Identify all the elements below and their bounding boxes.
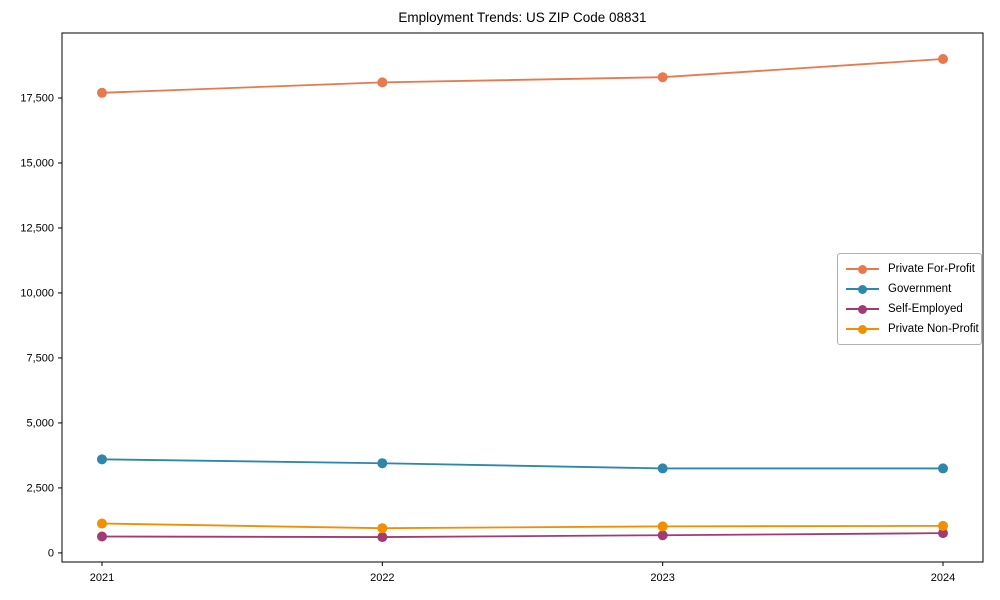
series-point-self-employed: [657, 530, 668, 541]
legend-line-marker-icon: [846, 264, 879, 275]
plot-border: [61, 32, 984, 563]
legend-item-private-non-profit: Private Non-Profit: [846, 319, 979, 339]
legend-item-government: Government: [846, 279, 973, 299]
legend: Private For-Profit Government Self-Emplo…: [837, 253, 982, 345]
y-tick-label: 2,500: [26, 482, 54, 494]
series-point-private-non-profit: [377, 523, 388, 534]
legend-line-marker-icon: [846, 304, 879, 315]
legend-label: Private Non-Profit: [888, 323, 979, 335]
series-line-government: [101, 458, 943, 470]
y-tick-label: 12,500: [20, 222, 54, 234]
series-point-private-non-profit: [97, 518, 107, 529]
legend-line-marker-icon: [846, 324, 879, 335]
series-point-private-for-profit: [657, 72, 668, 83]
series-point-government: [657, 463, 668, 474]
y-tick-label: 0: [48, 547, 54, 559]
series-line-self-employed: [101, 532, 944, 538]
legend-item-private-for-profit: Private For-Profit: [846, 259, 975, 279]
series-point-self-employed: [97, 531, 107, 542]
legend-item-self-employed: Self-Employed: [846, 299, 973, 319]
x-tick-label: 2024: [931, 572, 955, 584]
series-point-private-for-profit: [377, 77, 388, 88]
series-point-private-non-profit: [657, 521, 668, 532]
legend-label: Self-Employed: [888, 303, 963, 315]
y-tick-label: 15,000: [20, 157, 54, 169]
series-point-private-for-profit: [938, 53, 948, 64]
legend-label: Government: [888, 283, 952, 295]
legend-line-marker-icon: [846, 284, 879, 295]
legend-label: Private For-Profit: [888, 263, 975, 275]
series-point-self-employed: [938, 528, 948, 539]
series-point-government: [938, 463, 948, 474]
series-point-private-non-profit: [938, 520, 948, 531]
series-point-government: [377, 458, 388, 469]
x-tick-label: 2021: [90, 572, 114, 584]
y-tick-label: 7,500: [26, 352, 54, 364]
y-tick-label: 17,500: [20, 92, 54, 104]
series-point-private-for-profit: [97, 87, 107, 98]
series-point-government: [97, 454, 107, 465]
series-point-self-employed: [377, 532, 388, 543]
chart-title: Employment Trends: US ZIP Code 08831: [398, 10, 647, 25]
y-tick-label: 10,000: [20, 287, 54, 299]
series-line-private-for-profit: [101, 58, 944, 94]
y-tick-label: 5,000: [26, 417, 54, 429]
x-tick-label: 2022: [370, 572, 394, 584]
x-tick-label: 2023: [650, 572, 674, 584]
series-line-private-non-profit: [101, 522, 944, 530]
